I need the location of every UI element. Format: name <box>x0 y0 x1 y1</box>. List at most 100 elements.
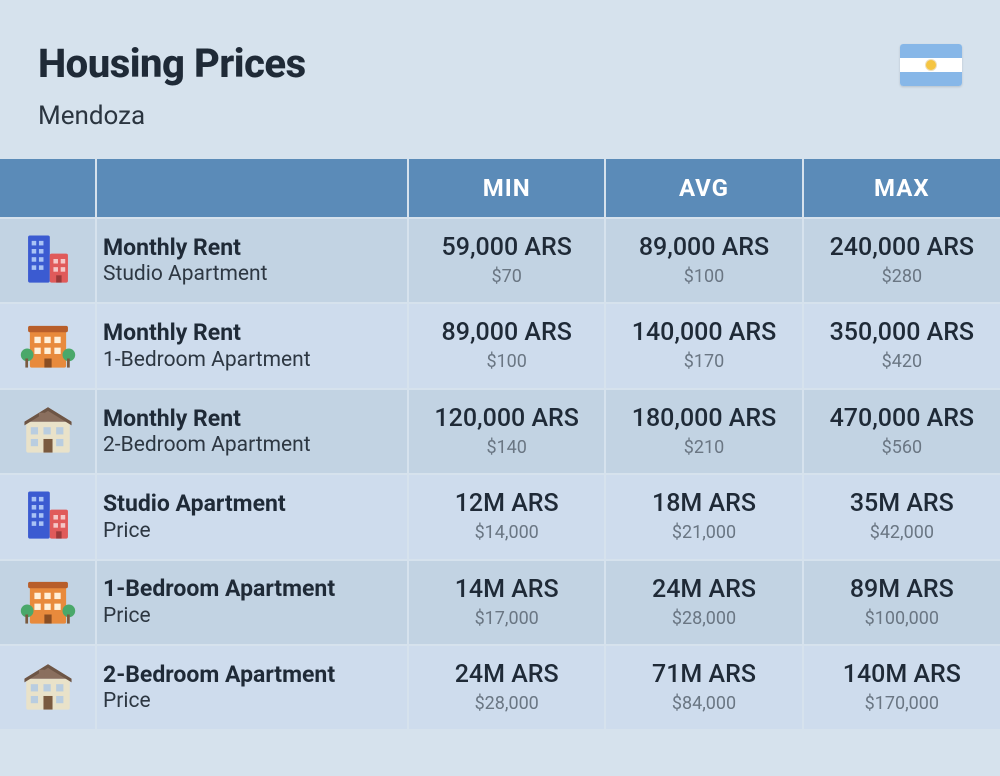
row-label-cell: Studio ApartmentPrice <box>96 474 408 559</box>
col-max-header: MAX <box>803 159 1000 218</box>
value-usd: $560 <box>814 436 990 459</box>
cell-max: 240,000 ARS$280 <box>803 218 1000 303</box>
row-icon-cell <box>0 474 96 559</box>
row-label-cell: 1-Bedroom ApartmentPrice <box>96 560 408 645</box>
value-ars: 180,000 ARS <box>616 404 791 434</box>
cell-max: 140M ARS$170,000 <box>803 645 1000 729</box>
row-icon-cell <box>0 560 96 645</box>
col-min-header: MIN <box>408 159 605 218</box>
row-title: 1-Bedroom Apartment <box>103 575 397 603</box>
cell-min: 14M ARS$17,000 <box>408 560 605 645</box>
cell-avg: 180,000 ARS$210 <box>605 389 802 474</box>
orange-building-icon <box>19 571 77 629</box>
row-subtitle: Price <box>103 688 397 714</box>
value-usd: $100,000 <box>814 607 990 630</box>
cell-avg: 89,000 ARS$100 <box>605 218 802 303</box>
row-subtitle: Studio Apartment <box>103 261 397 287</box>
table-row: Monthly Rent1-Bedroom Apartment89,000 AR… <box>0 303 1000 388</box>
value-usd: $17,000 <box>419 607 594 630</box>
row-title: Studio Apartment <box>103 490 397 518</box>
value-usd: $100 <box>616 265 791 288</box>
cell-min: 89,000 ARS$100 <box>408 303 605 388</box>
cell-avg: 18M ARS$21,000 <box>605 474 802 559</box>
row-label-cell: Monthly RentStudio Apartment <box>96 218 408 303</box>
tall-building-icon <box>19 230 77 288</box>
cell-min: 120,000 ARS$140 <box>408 389 605 474</box>
value-ars: 89,000 ARS <box>616 233 791 263</box>
house-icon <box>19 400 77 458</box>
table-row: Studio ApartmentPrice12M ARS$14,00018M A… <box>0 474 1000 559</box>
table-header-row: MIN AVG MAX <box>0 159 1000 218</box>
col-icon-header <box>0 159 96 218</box>
row-title: Monthly Rent <box>103 234 397 262</box>
cell-min: 59,000 ARS$70 <box>408 218 605 303</box>
value-ars: 71M ARS <box>616 660 791 690</box>
value-ars: 240,000 ARS <box>814 233 990 263</box>
value-usd: $84,000 <box>616 692 791 715</box>
row-label-cell: 2-Bedroom ApartmentPrice <box>96 645 408 729</box>
row-subtitle: Price <box>103 518 397 544</box>
value-ars: 120,000 ARS <box>419 404 594 434</box>
value-ars: 140M ARS <box>814 660 990 690</box>
value-usd: $28,000 <box>419 692 594 715</box>
row-icon-cell <box>0 645 96 729</box>
row-icon-cell <box>0 389 96 474</box>
cell-avg: 24M ARS$28,000 <box>605 560 802 645</box>
value-ars: 14M ARS <box>419 575 594 605</box>
value-ars: 59,000 ARS <box>419 233 594 263</box>
tall-building-icon <box>19 486 77 544</box>
cell-max: 89M ARS$100,000 <box>803 560 1000 645</box>
value-ars: 140,000 ARS <box>616 318 791 348</box>
value-usd: $28,000 <box>616 607 791 630</box>
table-row: Monthly Rent2-Bedroom Apartment120,000 A… <box>0 389 1000 474</box>
col-label-header <box>96 159 408 218</box>
argentina-flag-icon <box>900 44 962 86</box>
value-usd: $21,000 <box>616 521 791 544</box>
value-usd: $70 <box>419 265 594 288</box>
value-usd: $280 <box>814 265 990 288</box>
table-row: Monthly RentStudio Apartment59,000 ARS$7… <box>0 218 1000 303</box>
row-subtitle: Price <box>103 603 397 629</box>
row-icon-cell <box>0 218 96 303</box>
value-ars: 470,000 ARS <box>814 404 990 434</box>
row-subtitle: 1-Bedroom Apartment <box>103 347 397 373</box>
cell-max: 35M ARS$42,000 <box>803 474 1000 559</box>
value-usd: $420 <box>814 350 990 373</box>
value-ars: 89,000 ARS <box>419 318 594 348</box>
value-usd: $100 <box>419 350 594 373</box>
value-usd: $140 <box>419 436 594 459</box>
value-ars: 12M ARS <box>419 489 594 519</box>
col-avg-header: AVG <box>605 159 802 218</box>
row-subtitle: 2-Bedroom Apartment <box>103 432 397 458</box>
row-title: Monthly Rent <box>103 405 397 433</box>
cell-avg: 71M ARS$84,000 <box>605 645 802 729</box>
page-subtitle: Mendoza <box>38 101 962 131</box>
cell-min: 12M ARS$14,000 <box>408 474 605 559</box>
header: Housing Prices Mendoza <box>0 0 1000 159</box>
cell-min: 24M ARS$28,000 <box>408 645 605 729</box>
table-row: 1-Bedroom ApartmentPrice14M ARS$17,00024… <box>0 560 1000 645</box>
cell-max: 470,000 ARS$560 <box>803 389 1000 474</box>
value-usd: $170,000 <box>814 692 990 715</box>
orange-building-icon <box>19 315 77 373</box>
value-usd: $14,000 <box>419 521 594 544</box>
row-title: 2-Bedroom Apartment <box>103 661 397 689</box>
house-icon <box>19 657 77 715</box>
value-ars: 350,000 ARS <box>814 318 990 348</box>
row-label-cell: Monthly Rent1-Bedroom Apartment <box>96 303 408 388</box>
row-title: Monthly Rent <box>103 319 397 347</box>
table-row: 2-Bedroom ApartmentPrice24M ARS$28,00071… <box>0 645 1000 729</box>
row-label-cell: Monthly Rent2-Bedroom Apartment <box>96 389 408 474</box>
value-usd: $42,000 <box>814 521 990 544</box>
value-ars: 24M ARS <box>419 660 594 690</box>
cell-avg: 140,000 ARS$170 <box>605 303 802 388</box>
value-ars: 35M ARS <box>814 489 990 519</box>
page-title: Housing Prices <box>38 40 962 87</box>
value-ars: 24M ARS <box>616 575 791 605</box>
row-icon-cell <box>0 303 96 388</box>
value-usd: $170 <box>616 350 791 373</box>
cell-max: 350,000 ARS$420 <box>803 303 1000 388</box>
value-ars: 18M ARS <box>616 489 791 519</box>
value-usd: $210 <box>616 436 791 459</box>
pricing-table: MIN AVG MAX Monthly RentStudio Apartment… <box>0 159 1000 729</box>
